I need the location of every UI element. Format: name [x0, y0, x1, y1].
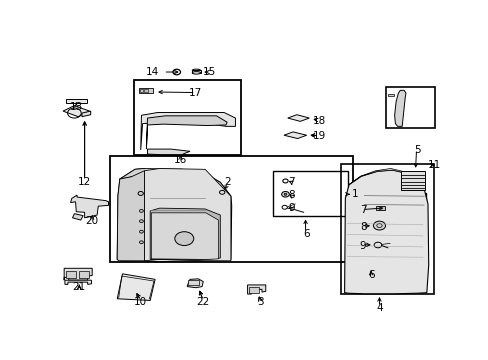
- Text: 6: 6: [303, 229, 309, 239]
- Text: 22: 22: [196, 297, 209, 307]
- Polygon shape: [70, 195, 108, 218]
- Bar: [387, 94, 393, 96]
- Polygon shape: [65, 280, 91, 284]
- Text: 4: 4: [375, 303, 382, 313]
- Bar: [139, 88, 153, 93]
- Polygon shape: [141, 112, 235, 150]
- Polygon shape: [120, 168, 230, 196]
- Polygon shape: [82, 111, 90, 117]
- Text: 7: 7: [359, 205, 366, 215]
- Text: 9: 9: [359, 240, 366, 251]
- Polygon shape: [150, 208, 220, 260]
- Text: 21: 21: [73, 282, 86, 292]
- Text: 19: 19: [312, 131, 325, 141]
- Bar: [139, 90, 143, 92]
- Text: 13: 13: [69, 102, 83, 112]
- Text: 18: 18: [312, 116, 325, 126]
- Polygon shape: [344, 170, 428, 294]
- Polygon shape: [284, 132, 306, 139]
- Polygon shape: [65, 99, 87, 103]
- Text: 3: 3: [256, 297, 263, 307]
- Polygon shape: [63, 105, 89, 117]
- Ellipse shape: [192, 72, 200, 74]
- Text: 20: 20: [85, 216, 99, 226]
- Polygon shape: [247, 285, 265, 294]
- Text: 14: 14: [146, 67, 159, 77]
- Circle shape: [373, 221, 385, 230]
- Text: 5: 5: [413, 145, 420, 155]
- Polygon shape: [64, 268, 92, 280]
- Circle shape: [284, 193, 286, 195]
- Bar: [386, 87, 434, 128]
- Text: 9: 9: [287, 203, 294, 213]
- Polygon shape: [117, 171, 144, 261]
- Polygon shape: [72, 214, 83, 220]
- Bar: [188, 280, 198, 285]
- Bar: [362, 193, 425, 270]
- Polygon shape: [146, 116, 226, 149]
- Polygon shape: [394, 90, 405, 126]
- Bar: [144, 90, 148, 92]
- Text: 6: 6: [368, 270, 374, 280]
- Bar: [109, 156, 352, 262]
- Polygon shape: [147, 149, 189, 155]
- Polygon shape: [287, 115, 309, 121]
- Text: 16: 16: [174, 155, 187, 165]
- Text: 15: 15: [203, 67, 216, 77]
- Bar: [134, 80, 241, 155]
- Text: 17: 17: [189, 88, 202, 98]
- Polygon shape: [348, 168, 422, 185]
- Text: 8: 8: [359, 222, 366, 232]
- Bar: [249, 287, 259, 293]
- Polygon shape: [151, 213, 218, 260]
- Polygon shape: [117, 274, 155, 301]
- Bar: [272, 171, 347, 216]
- Text: 2: 2: [224, 177, 230, 187]
- Text: 1: 1: [351, 189, 357, 199]
- Text: 8: 8: [287, 190, 294, 200]
- Polygon shape: [144, 168, 230, 261]
- Text: 12: 12: [78, 177, 91, 187]
- Bar: [79, 270, 89, 278]
- Bar: [192, 70, 200, 73]
- Polygon shape: [117, 168, 231, 262]
- Bar: [340, 164, 433, 294]
- Bar: [375, 206, 385, 210]
- Polygon shape: [187, 279, 203, 288]
- Bar: [66, 270, 76, 278]
- Bar: [401, 171, 424, 190]
- Ellipse shape: [192, 69, 200, 72]
- Text: 7: 7: [287, 177, 294, 187]
- Circle shape: [175, 232, 193, 246]
- Text: 11: 11: [427, 160, 440, 170]
- Text: 10: 10: [134, 297, 147, 307]
